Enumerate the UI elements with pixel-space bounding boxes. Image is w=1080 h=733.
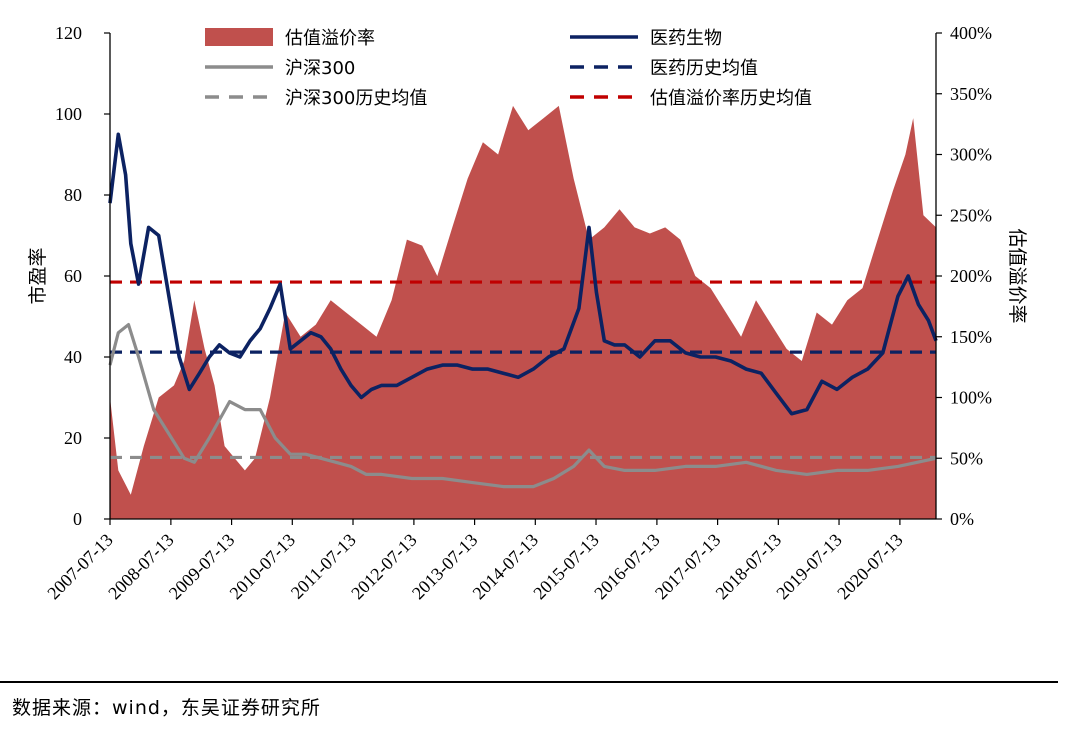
y2-tick-label: 400% [950,23,992,43]
y2-tick-label: 300% [950,145,992,165]
left-axis-title: 市盈率 [27,247,49,304]
right-axis-title: 估值溢价率 [1006,228,1028,323]
legend-label: 沪深300 [285,58,355,79]
y-tick-label: 80 [64,185,82,205]
x-tick-label: 2019-07-13 [772,530,846,604]
y-tick-label: 60 [64,266,82,286]
y-tick-label: 40 [64,347,82,367]
series-line-1 [108,323,937,489]
legend-label: 沪深300历史均值 [285,88,427,109]
y-tick-label: 20 [64,428,82,448]
legend-label: 估值溢价率历史均值 [650,88,812,109]
legend-label: 医药历史均值 [650,58,758,79]
y-tick-label: 100 [55,104,82,124]
y2-tick-label: 0% [950,509,974,529]
footer-divider [0,681,1058,683]
premium-area-layer [110,105,936,520]
series-area-premium-rate [110,105,936,520]
source-note: 数据来源：wind，东吴证券研究所 [12,697,321,719]
x-tick-label: 2015-07-13 [529,530,603,604]
y2-tick-label: 50% [950,448,983,468]
y2-tick-label: 250% [950,205,992,225]
y-tick-label: 120 [55,23,82,43]
chart: 0 20 40 60 80 100 120 0% 50% 100% 150% 200% 250% 300%… [27,23,1028,604]
y2-tick-label: 350% [950,84,992,104]
legend-label: 医药生物 [650,28,722,49]
x-tick-label: 2010-07-13 [226,530,300,604]
y2-tick-label: 100% [950,388,992,408]
series-line-0 [108,132,938,416]
legend-swatch-area [205,28,273,46]
x-tick-label: 2007-07-13 [43,530,117,604]
series-line-layer [108,132,938,489]
legend-label: 估值溢价率 [285,28,375,49]
y2-tick-label: 150% [950,327,992,347]
y-tick-label: 0 [73,509,82,529]
x-tick-label: 2020-07-13 [833,530,907,604]
y2-tick-label: 200% [950,266,992,286]
